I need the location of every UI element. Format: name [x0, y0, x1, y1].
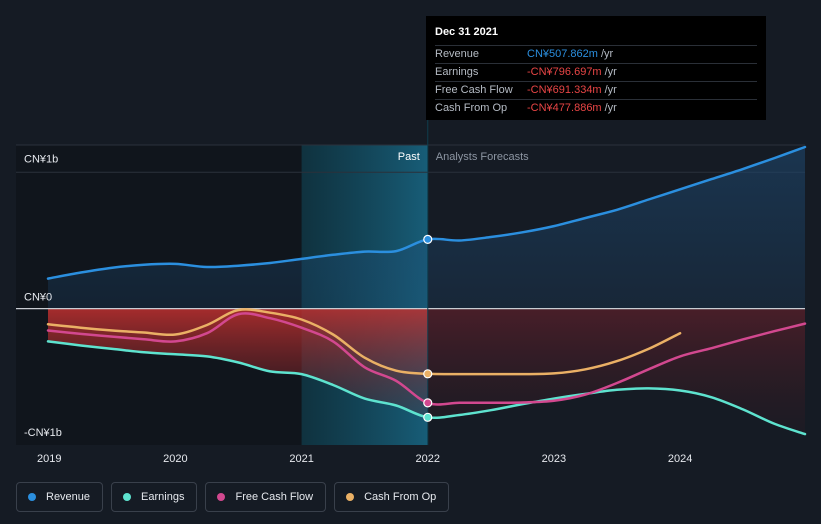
tooltip-row-value: -CN¥796.697m	[527, 66, 602, 78]
tooltip-row-unit: /yr	[600, 48, 614, 60]
legend-dot-icon	[346, 493, 355, 501]
x-tick-label: 2021	[289, 453, 313, 465]
tooltip-date: Dec 31 2021	[435, 26, 498, 38]
legend-dot-icon	[123, 493, 132, 501]
legend-label: Earnings	[141, 491, 185, 503]
tooltip-row-label: Free Cash Flow	[435, 84, 513, 96]
cash-from-op-marker	[423, 369, 433, 379]
y-tick-label: CN¥0	[24, 292, 52, 304]
legend: Revenue Earnings Free Cash Flow Cash From O…	[16, 482, 450, 512]
tooltip-row-unit: /yr	[604, 66, 617, 78]
tooltip-row-unit: /yr	[604, 84, 617, 96]
tooltip-row-value: -CN¥477.886m	[527, 102, 602, 114]
tooltip-row: Cash From Op -CN¥477.886m/yr	[435, 99, 757, 117]
y-tick-label: CN¥1b	[24, 153, 58, 165]
x-tick-label: 2020	[163, 453, 187, 465]
legend-label: Free Cash Flow	[235, 491, 314, 503]
revenue-area	[48, 147, 805, 309]
tooltip-row-value: -CN¥691.334m	[527, 84, 602, 96]
x-tick-label: 2019	[37, 453, 61, 465]
x-tick-label: 2023	[542, 453, 566, 465]
legend-dot-icon	[28, 493, 36, 501]
legend-dot-icon	[217, 493, 226, 501]
tooltip-row: Free Cash Flow -CN¥691.334m/yr	[435, 81, 757, 99]
legend-item-cash-from-op[interactable]: Cash From Op	[334, 482, 450, 512]
tooltip-row-label: Revenue	[435, 48, 480, 60]
legend-item-revenue[interactable]: Revenue	[16, 482, 104, 512]
past-label: Past	[398, 151, 420, 163]
tooltip-row-label: Earnings	[435, 66, 479, 78]
earnings-area-forecast	[427, 308, 805, 435]
tooltip-row-value: CN¥507.862m	[527, 48, 598, 60]
revenue-marker	[423, 234, 433, 244]
legend-item-earnings[interactable]: Earnings	[111, 482, 198, 512]
tooltip-row: Earnings -CN¥796.697m/yr	[435, 63, 757, 81]
x-tick-label: 2024	[668, 453, 692, 465]
legend-item-free-cash-flow[interactable]: Free Cash Flow	[205, 482, 327, 512]
free-cash-flow-marker	[423, 398, 433, 408]
x-tick-label: 2022	[416, 453, 440, 465]
tooltip-row-label: Cash From Op	[435, 102, 508, 114]
earnings-marker	[423, 412, 433, 422]
cash-from-op-line	[46, 308, 682, 376]
tooltip-row-unit: /yr	[604, 102, 617, 114]
y-tick-label: -CN¥1b	[24, 427, 62, 439]
legend-label: Revenue	[46, 491, 91, 503]
forecast-label: Analysts Forecasts	[436, 151, 529, 163]
legend-label: Cash From Op	[364, 491, 437, 503]
tooltip-row: Revenue CN¥507.862m/yr	[435, 45, 757, 63]
tooltip: Dec 31 2021 Revenue CN¥507.862m/yr Earning…	[426, 16, 766, 120]
